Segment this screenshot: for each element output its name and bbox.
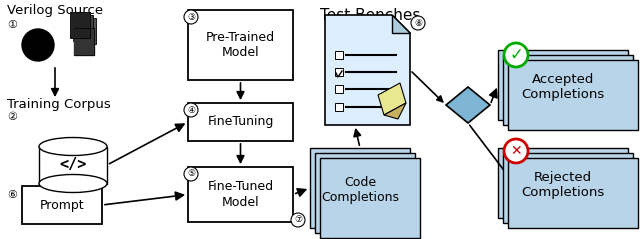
Circle shape <box>291 213 305 227</box>
Polygon shape <box>392 15 410 33</box>
Bar <box>188 10 293 80</box>
Text: ✕: ✕ <box>510 144 522 158</box>
Circle shape <box>504 43 528 67</box>
Circle shape <box>184 103 198 117</box>
Text: Rejected
Completions: Rejected Completions <box>522 171 605 199</box>
Circle shape <box>504 139 528 163</box>
Text: ⑦: ⑦ <box>294 216 302 224</box>
Text: Accepted
Completions: Accepted Completions <box>522 73 605 101</box>
Bar <box>335 103 343 111</box>
Bar <box>498 50 628 120</box>
Text: </>: </> <box>60 158 86 173</box>
Polygon shape <box>378 83 406 115</box>
Bar <box>335 68 343 76</box>
Text: ✓: ✓ <box>509 46 523 64</box>
Text: ⑥: ⑥ <box>7 190 17 200</box>
Bar <box>73 15 93 41</box>
Bar <box>503 153 633 223</box>
Polygon shape <box>446 87 490 123</box>
Bar <box>320 158 420 238</box>
Text: ⑤: ⑤ <box>187 169 195 179</box>
Bar <box>335 85 343 93</box>
Ellipse shape <box>39 137 107 156</box>
Bar <box>335 51 343 59</box>
Bar <box>508 60 638 130</box>
Circle shape <box>184 167 198 181</box>
Polygon shape <box>384 103 406 119</box>
Bar <box>310 148 410 228</box>
Bar <box>188 167 293 222</box>
Text: ③: ③ <box>187 12 195 22</box>
Bar <box>503 55 633 125</box>
Circle shape <box>184 10 198 24</box>
Text: Prompt: Prompt <box>40 199 84 212</box>
Text: FineTuning: FineTuning <box>207 115 274 129</box>
Text: Test Benches: Test Benches <box>320 8 420 23</box>
Text: ②: ② <box>7 112 17 122</box>
Bar <box>508 158 638 228</box>
Bar <box>39 147 107 184</box>
Bar <box>498 148 628 218</box>
Bar <box>70 12 90 38</box>
Bar <box>315 153 415 233</box>
Text: Pre-Trained
Model: Pre-Trained Model <box>206 31 275 59</box>
Circle shape <box>22 29 54 61</box>
Text: Code
Completions: Code Completions <box>321 176 399 204</box>
Bar <box>22 186 102 224</box>
Text: Verilog Source: Verilog Source <box>7 4 103 17</box>
Text: Fine-Tuned
Model: Fine-Tuned Model <box>207 180 273 208</box>
Text: Training Corpus: Training Corpus <box>7 98 111 111</box>
Text: ⑧: ⑧ <box>414 18 422 27</box>
Text: ④: ④ <box>187 105 195 114</box>
Ellipse shape <box>39 174 107 192</box>
Bar <box>76 18 96 44</box>
Text: ①: ① <box>7 20 17 30</box>
Bar <box>188 103 293 141</box>
Polygon shape <box>325 15 410 125</box>
Polygon shape <box>74 28 94 55</box>
Circle shape <box>411 16 425 30</box>
